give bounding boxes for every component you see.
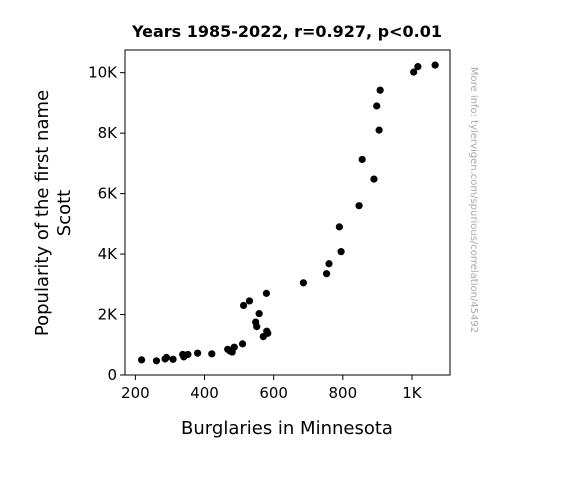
data-point (373, 102, 381, 110)
y-axis-label-line-1: Popularity of the first name (32, 90, 53, 336)
data-point (375, 126, 383, 134)
data-point (161, 355, 169, 363)
data-point (335, 223, 343, 231)
data-point (255, 310, 263, 318)
data-point (208, 350, 216, 358)
data-point (370, 175, 378, 183)
x-tick-label: 400 (190, 384, 219, 402)
x-tick-label: 200 (121, 384, 150, 402)
data-point (322, 270, 331, 278)
data-point (180, 353, 188, 361)
y-tick-label: 2K (98, 306, 119, 324)
data-point (169, 355, 177, 363)
data-point (410, 68, 418, 76)
data-point (238, 340, 247, 348)
data-point (325, 260, 333, 268)
data-point (358, 155, 366, 164)
chart-title: Years 1985-2022, r=0.927, p<0.01 (131, 22, 442, 41)
data-point (337, 248, 345, 256)
y-tick-label: 6K (98, 185, 119, 203)
data-point (137, 356, 146, 364)
data-point (245, 297, 254, 305)
x-tick-label: 600 (259, 384, 288, 402)
data-point (228, 348, 236, 356)
data-point (152, 357, 161, 365)
data-point (253, 323, 261, 331)
data-point (259, 333, 267, 341)
y-axis-label-line-2: Scott (54, 190, 75, 236)
x-axis-label: Burglaries in Minnesota (181, 418, 393, 439)
y-tick-label: 10K (88, 64, 118, 82)
y-axis: 0 2K 4K 6K 8K 10K (88, 64, 125, 384)
watermark-text: More info: tylervigen.com/spurious/corre… (468, 67, 479, 333)
data-point (194, 349, 202, 357)
data-point (355, 202, 363, 210)
data-point (299, 279, 308, 287)
x-tick-label: 800 (328, 384, 357, 402)
data-point (414, 63, 422, 71)
data-point (431, 61, 439, 69)
data-point (376, 86, 384, 94)
y-tick-label: 8K (98, 124, 119, 142)
data-points (137, 61, 439, 365)
y-tick-label: 0 (107, 366, 117, 384)
x-tick-label: 1K (402, 384, 423, 402)
x-axis: 200 400 600 800 1K (121, 375, 423, 402)
data-point (239, 301, 248, 310)
plot-area (124, 49, 451, 376)
data-point (262, 289, 271, 297)
y-tick-label: 4K (98, 245, 119, 263)
